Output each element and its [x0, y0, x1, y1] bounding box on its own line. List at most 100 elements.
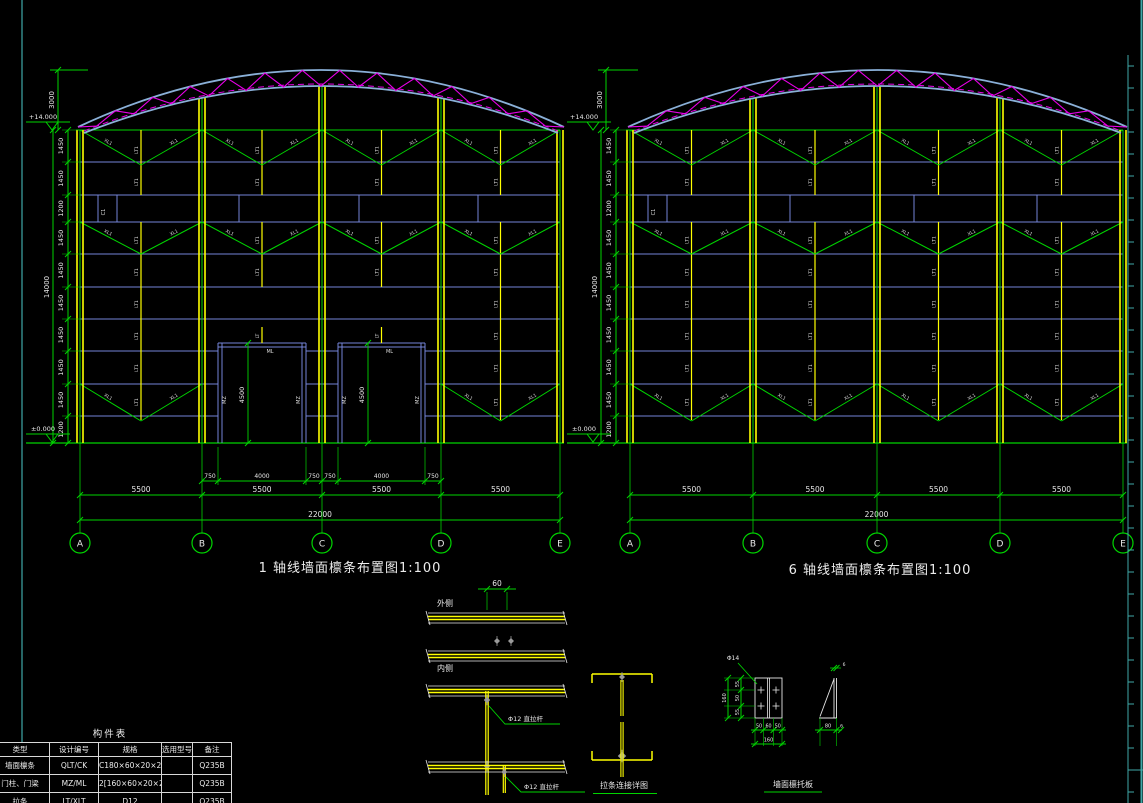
svg-text:LT1: LT1 — [1055, 300, 1061, 308]
table-cell: Q235B — [192, 756, 232, 775]
svg-text:22000: 22000 — [308, 510, 332, 519]
svg-text:LT1: LT1 — [685, 364, 691, 372]
svg-text:LT1: LT1 — [494, 146, 500, 154]
table-header-1: 设计编号 — [49, 742, 99, 757]
svg-text:XL1: XL1 — [224, 228, 235, 237]
svg-text:XL1: XL1 — [463, 392, 474, 402]
svg-text:C: C — [874, 540, 880, 550]
svg-text:XL1: XL1 — [776, 393, 787, 403]
component-table-grid: 类型 设计编号 规格 选用型号 备注 墙面檩条 QLT/CK C180×60×20×2.0 Q2… — [0, 742, 232, 803]
svg-text:XL1: XL1 — [289, 138, 300, 148]
svg-text:4000: 4000 — [254, 473, 269, 480]
svg-text:±0.000: ±0.000 — [572, 425, 596, 433]
svg-text:B: B — [199, 540, 205, 550]
svg-text:LT1: LT1 — [134, 300, 140, 308]
svg-text:50: 50 — [735, 695, 741, 701]
svg-text:XL1: XL1 — [900, 392, 911, 402]
svg-text:1450: 1450 — [57, 230, 65, 247]
svg-text:LT1: LT1 — [494, 268, 500, 276]
svg-text:LT1: LT1 — [685, 300, 691, 308]
svg-text:LT1: LT1 — [932, 300, 938, 308]
svg-text:A: A — [77, 540, 84, 550]
svg-text:XL1: XL1 — [1023, 138, 1034, 148]
svg-text:XL1: XL1 — [843, 392, 854, 402]
svg-text:D: D — [438, 540, 445, 550]
svg-text:±0.000: ±0.000 — [31, 425, 55, 433]
svg-text:E: E — [557, 540, 563, 550]
svg-text:MZ: MZ — [342, 396, 348, 404]
svg-text:LT1: LT1 — [134, 268, 140, 276]
svg-text:1450: 1450 — [605, 230, 613, 247]
svg-text:XL1: XL1 — [409, 228, 420, 237]
svg-text:XL1: XL1 — [103, 228, 113, 237]
table-row-2: 拉条 LT/XLT D12 Q235B — [0, 792, 232, 803]
svg-text:750: 750 — [427, 473, 439, 480]
svg-text:LT1: LT1 — [808, 236, 814, 244]
svg-text:LT1: LT1 — [685, 268, 691, 276]
svg-text:XL1: XL1 — [169, 228, 179, 237]
svg-text:1200: 1200 — [57, 200, 65, 217]
svg-text:5500: 5500 — [682, 485, 701, 494]
svg-text:6: 6 — [843, 662, 846, 668]
svg-text:墙面檩托板: 墙面檩托板 — [773, 779, 813, 789]
right-scrollbar-ruler[interactable] — [1127, 0, 1143, 803]
svg-text:1450: 1450 — [605, 138, 613, 155]
svg-text:1200: 1200 — [605, 421, 613, 438]
svg-text:750: 750 — [204, 473, 216, 480]
svg-text:1450: 1450 — [605, 327, 613, 344]
svg-text:LT1: LT1 — [808, 268, 814, 276]
svg-text:LT1: LT1 — [134, 236, 140, 244]
svg-text:4500: 4500 — [238, 387, 246, 404]
svg-text:LT1: LT1 — [685, 146, 691, 154]
component-table: 构件表 类型 设计编号 规格 选用型号 备注 墙面檩条 QLT/CK C180×60×20×2… — [0, 726, 232, 803]
svg-text:55: 55 — [735, 681, 741, 687]
svg-text:A: A — [627, 540, 634, 550]
table-header-4: 备注 — [192, 742, 232, 757]
detail-tie-link: 拉条连接详图 — [591, 672, 657, 794]
svg-text:XL1: XL1 — [527, 392, 538, 402]
table-cell: 2[160×60×20×2.0 — [98, 774, 162, 793]
svg-text:5500: 5500 — [131, 485, 150, 494]
svg-text:14000: 14000 — [43, 276, 51, 298]
table-cell: Q235B — [192, 774, 232, 793]
svg-text:LT1: LT1 — [255, 146, 261, 154]
svg-text:LT1: LT1 — [808, 300, 814, 308]
svg-text:XL1: XL1 — [720, 228, 730, 237]
svg-text:E: E — [1120, 540, 1126, 550]
svg-text:XL1: XL1 — [967, 138, 978, 148]
svg-text:XL1: XL1 — [843, 138, 854, 148]
table-cell: 墙面檩条 — [0, 756, 50, 775]
svg-text:60: 60 — [492, 579, 502, 588]
svg-text:LT1: LT1 — [685, 236, 691, 244]
svg-text:XL1: XL1 — [1023, 228, 1033, 237]
svg-text:1450: 1450 — [57, 327, 65, 344]
svg-text:5500: 5500 — [1052, 485, 1071, 494]
svg-text:LT1: LT1 — [375, 236, 381, 244]
svg-text:XL1: XL1 — [344, 138, 355, 148]
svg-text:1200: 1200 — [57, 421, 65, 438]
elevation-axis1: C1 LT1 LT1 LT1 LT1 LT1 LT1 LT1 LT1 LT1 LT1 LT1 LT1 LT… — [26, 66, 571, 554]
table-header-0: 类型 — [0, 742, 50, 757]
svg-text:C1: C1 — [101, 209, 107, 216]
svg-text:XL1: XL1 — [776, 138, 787, 148]
svg-text:LT1: LT1 — [255, 178, 261, 186]
table-cell: Q235B — [192, 792, 232, 803]
svg-text:+14.000: +14.000 — [570, 113, 598, 121]
svg-text:LT1: LT1 — [494, 398, 500, 406]
svg-text:XL1: XL1 — [843, 228, 853, 237]
elevation-axis6: C1 LT1 LT1 LT1 LT1 LT1 LT1 LT1 LT1 LT1 LT1 LT1 LT1 LT… — [567, 66, 1134, 554]
drawing-title-axis-6: 6 轴线墙面檩条布置图1:100 — [788, 563, 972, 578]
svg-text:XL1: XL1 — [1090, 138, 1101, 148]
svg-text:LT1: LT1 — [375, 268, 381, 276]
svg-text:XL1: XL1 — [463, 228, 474, 237]
svg-text:160: 160 — [722, 693, 728, 703]
svg-text:60: 60 — [765, 724, 771, 730]
svg-text:5500: 5500 — [491, 485, 510, 494]
svg-text:MZ: MZ — [222, 396, 228, 404]
svg-text:XL1: XL1 — [527, 138, 538, 148]
svg-text:XL1: XL1 — [653, 138, 664, 148]
component-table-title: 构件表 — [92, 729, 128, 740]
